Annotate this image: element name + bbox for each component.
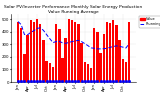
Bar [36,19,38,82]
Bar [33,22,35,82]
Bar [26,35,29,82]
Title: Solar PV/Inverter Performance Monthly Solar Energy Production Value Running Aver: Solar PV/Inverter Performance Monthly So… [4,5,143,14]
Bar [128,22,130,82]
Bar [74,22,76,82]
Bar [17,22,19,82]
Bar [80,43,83,82]
Bar [20,28,22,82]
Bar [49,63,51,82]
Bar [39,24,41,82]
Bar [122,59,124,82]
Bar [71,20,73,82]
Bar [55,24,57,82]
Bar [118,40,121,82]
Bar [96,32,99,82]
Bar [77,24,80,82]
Bar [112,20,114,82]
Bar [99,53,102,82]
Bar [90,68,92,82]
Bar [84,62,86,82]
Bar [58,29,60,82]
Bar [103,34,105,82]
Bar [30,20,32,82]
Bar [23,54,26,82]
Bar [64,38,67,82]
Bar [115,25,118,82]
Bar [61,58,64,82]
Bar [87,64,89,82]
Bar [125,62,127,82]
Bar [106,22,108,82]
Bar [68,19,70,82]
Bar [93,28,95,82]
Legend: Value, Running Avg: Value, Running Avg [139,16,160,28]
Bar [45,61,48,82]
Bar [42,40,45,82]
Bar [52,67,54,82]
Bar [109,23,111,82]
